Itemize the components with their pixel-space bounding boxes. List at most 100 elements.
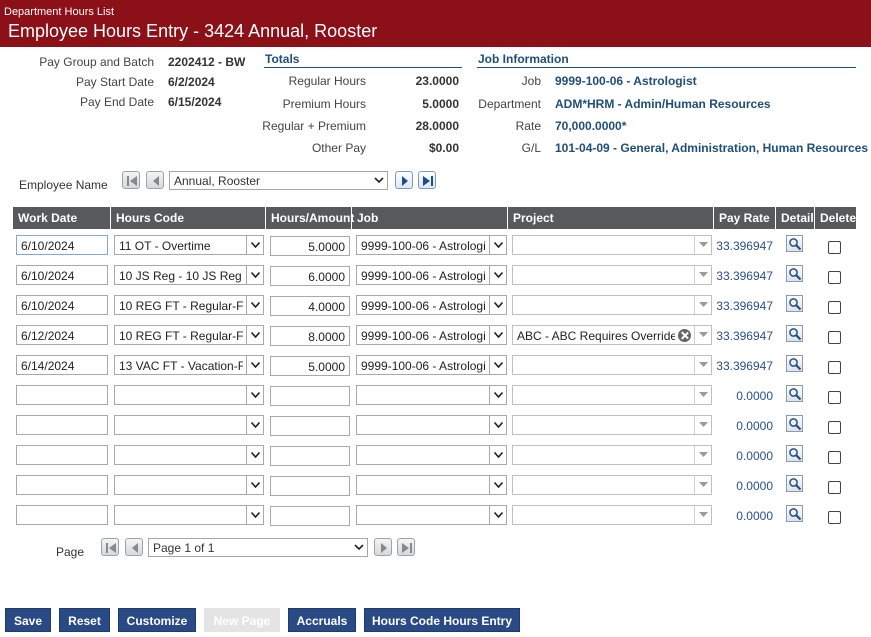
hours-amount-input[interactable]	[270, 476, 350, 496]
next-page-button[interactable]	[374, 538, 392, 556]
job-select[interactable]: 9999-100-06 - Astrologist	[356, 325, 507, 345]
chevron-down-icon	[489, 356, 506, 374]
work-date-input[interactable]: 6/10/2024	[16, 235, 108, 255]
delete-checkbox[interactable]	[828, 331, 841, 344]
first-employee-button[interactable]	[122, 171, 140, 189]
delete-checkbox[interactable]	[828, 511, 841, 524]
detail-button[interactable]	[786, 505, 803, 522]
detail-button[interactable]	[786, 355, 803, 372]
work-date-input[interactable]	[16, 475, 108, 495]
delete-checkbox[interactable]	[828, 271, 841, 284]
customize-button[interactable]: Customize	[118, 608, 196, 632]
hours-code-select[interactable]: 11 OT - Overtime	[114, 235, 264, 255]
job-value: 9999-100-06 - Astrologist	[361, 269, 486, 283]
project-select[interactable]	[512, 355, 712, 375]
delete-checkbox[interactable]	[828, 391, 841, 404]
project-select[interactable]	[512, 295, 712, 315]
accruals-button[interactable]: Accruals	[288, 608, 356, 632]
project-select[interactable]	[512, 445, 712, 465]
work-date-input[interactable]: 6/10/2024	[16, 265, 108, 285]
column-pay-rate: Pay Rate	[714, 207, 776, 229]
chevron-down-icon	[374, 177, 384, 184]
detail-button[interactable]	[786, 325, 803, 342]
department-link[interactable]: ADM*HRM - Admin/Human Resources	[555, 97, 771, 111]
job-select[interactable]: 9999-100-06 - Astrologist	[356, 295, 507, 315]
detail-button[interactable]	[786, 445, 803, 462]
work-date-input[interactable]: 6/12/2024	[16, 325, 108, 345]
job-link[interactable]: 9999-100-06 - Astrologist	[555, 74, 697, 88]
detail-button[interactable]	[786, 385, 803, 402]
job-info-divider	[477, 67, 856, 68]
save-button[interactable]: Save	[5, 608, 51, 632]
pay-rate-value: 33.396947	[716, 329, 773, 343]
job-select[interactable]: 9999-100-06 - Astrologist	[356, 235, 507, 255]
hours-amount-input[interactable]	[270, 446, 350, 466]
work-date-input[interactable]	[16, 415, 108, 435]
job-select[interactable]: 9999-100-06 - Astrologist	[356, 355, 507, 375]
premium-hours-value: 5.0000	[422, 97, 459, 111]
last-employee-button[interactable]	[418, 171, 436, 189]
project-select[interactable]	[512, 265, 712, 285]
hours-code-select[interactable]: 10 REG FT - Regular-FT	[114, 325, 264, 345]
page-select[interactable]: Page 1 of 1	[148, 538, 368, 557]
project-select[interactable]	[512, 235, 712, 255]
hours-code-select[interactable]	[114, 385, 264, 405]
hours-amount-input[interactable]: 5.0000	[270, 236, 350, 256]
project-select[interactable]	[512, 385, 712, 405]
work-date-input[interactable]	[16, 385, 108, 405]
hours-amount-input[interactable]	[270, 416, 350, 436]
delete-checkbox[interactable]	[828, 481, 841, 494]
project-select[interactable]: ABC - ABC Requires Override	[512, 325, 712, 345]
previous-employee-button[interactable]	[146, 171, 164, 189]
project-select[interactable]	[512, 475, 712, 495]
hours-code-select[interactable]	[114, 445, 264, 465]
delete-checkbox[interactable]	[828, 361, 841, 374]
delete-checkbox[interactable]	[828, 301, 841, 314]
employee-select[interactable]: Annual, Rooster	[169, 171, 388, 190]
delete-checkbox[interactable]	[828, 241, 841, 254]
detail-button[interactable]	[786, 235, 803, 252]
hours-code-select[interactable]	[114, 415, 264, 435]
hours-code-select[interactable]: 10 JS Reg - 10 JS Reg Hrs	[114, 265, 264, 285]
work-date-input[interactable]	[16, 445, 108, 465]
hours-code-value: 13 VAC FT - Vacation-FT	[119, 359, 243, 373]
project-select[interactable]	[512, 505, 712, 525]
detail-button[interactable]	[786, 295, 803, 312]
previous-page-button[interactable]	[125, 538, 143, 556]
hours-code-select[interactable]	[114, 475, 264, 495]
hours-amount-input[interactable]: 8.0000	[270, 326, 350, 346]
project-select[interactable]	[512, 415, 712, 435]
hours-amount-input[interactable]: 6.0000	[270, 266, 350, 286]
job-select[interactable]	[356, 415, 507, 435]
hours-amount-input[interactable]: 5.0000	[270, 356, 350, 376]
hours-code-hours-entry-button[interactable]: Hours Code Hours Entry	[364, 608, 520, 632]
next-icon	[402, 176, 408, 186]
hours-amount-input[interactable]	[270, 386, 350, 406]
job-select[interactable]	[356, 505, 507, 525]
hours-code-select[interactable]: 13 VAC FT - Vacation-FT	[114, 355, 264, 375]
hours-amount-input[interactable]	[270, 506, 350, 526]
job-select[interactable]	[356, 385, 507, 405]
last-page-button[interactable]	[397, 538, 415, 556]
job-select[interactable]: 9999-100-06 - Astrologist	[356, 265, 507, 285]
detail-button[interactable]	[786, 475, 803, 492]
hours-code-select[interactable]	[114, 505, 264, 525]
next-employee-button[interactable]	[395, 171, 413, 189]
clear-icon[interactable]	[678, 329, 691, 342]
detail-button[interactable]	[786, 265, 803, 282]
gl-link[interactable]: 101-04-09 - General, Administration, Hum…	[555, 141, 868, 155]
delete-checkbox[interactable]	[828, 421, 841, 434]
job-select[interactable]	[356, 475, 507, 495]
work-date-input[interactable]: 6/10/2024	[16, 295, 108, 315]
job-select[interactable]	[356, 445, 507, 465]
reset-button[interactable]: Reset	[59, 608, 110, 632]
breadcrumb[interactable]: Department Hours List	[4, 6, 115, 18]
detail-button[interactable]	[786, 415, 803, 432]
hours-code-select[interactable]: 10 REG FT - Regular-FT	[114, 295, 264, 315]
work-date-input[interactable]: 6/14/2024	[16, 355, 108, 375]
delete-checkbox[interactable]	[828, 451, 841, 464]
work-date-input[interactable]	[16, 505, 108, 525]
magnifier-icon	[789, 268, 802, 281]
first-page-button[interactable]	[101, 538, 119, 556]
hours-amount-input[interactable]: 4.0000	[270, 296, 350, 316]
